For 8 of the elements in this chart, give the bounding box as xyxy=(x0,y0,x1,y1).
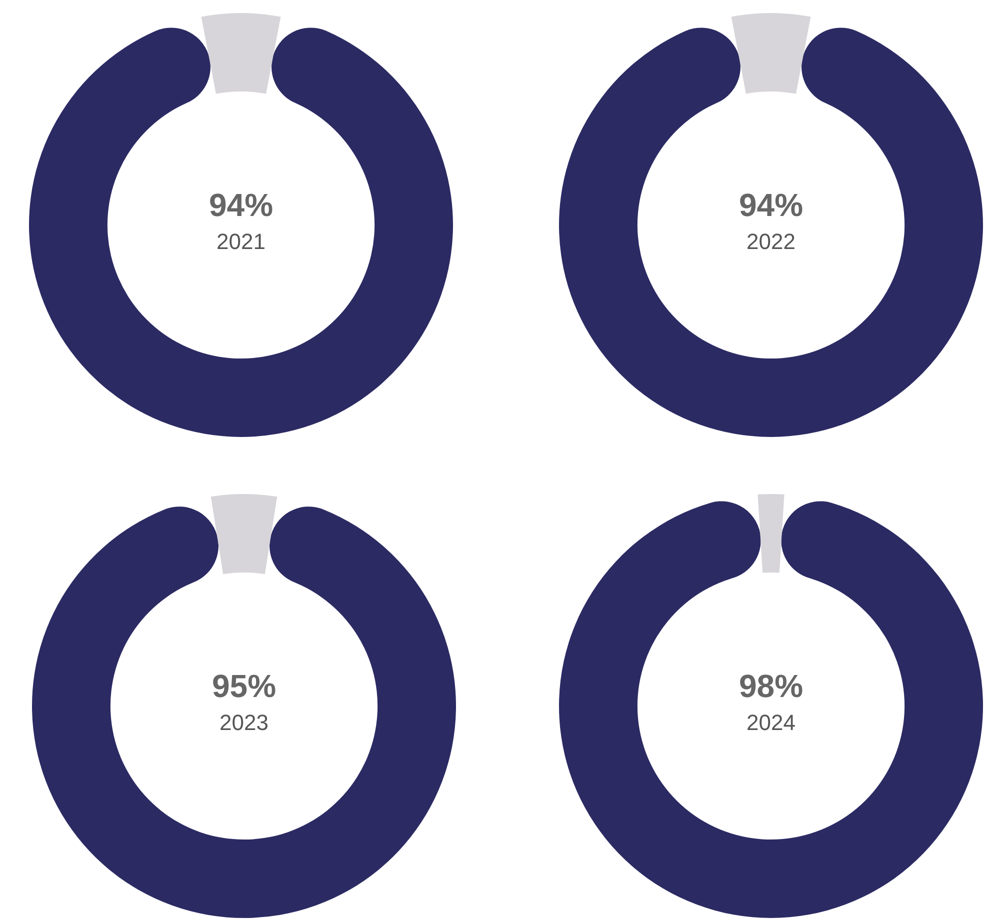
text: 2022 xyxy=(746,229,796,254)
text: 2021 xyxy=(216,229,266,254)
text: 95% xyxy=(212,668,276,704)
text: 2023 xyxy=(220,710,268,736)
text: 94% xyxy=(738,186,804,223)
text: 98% xyxy=(738,668,804,704)
text: 94% xyxy=(208,186,274,223)
text: 2024 xyxy=(746,710,796,736)
